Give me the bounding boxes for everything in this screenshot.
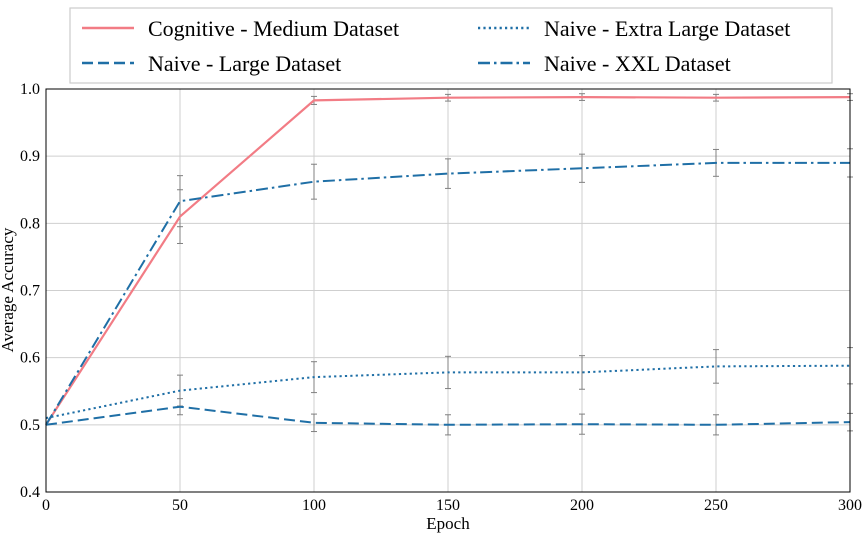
x-tick-label: 250	[704, 497, 728, 514]
y-axis-label: Average Accuracy	[0, 227, 17, 352]
legend-label: Naive - XXL Dataset	[544, 51, 731, 76]
error-bar	[579, 355, 585, 390]
y-tick-labels: 0.4 0.5 0.6 0.7 0.8 0.9 1.0	[20, 81, 40, 501]
x-tick-label: 150	[436, 497, 460, 514]
plot-frame	[45, 88, 851, 493]
x-tick-labels: 0 50 100 150 200 250 300	[42, 497, 862, 514]
legend-item: Cognitive - Medium Dataset	[82, 16, 399, 41]
error-bars	[177, 93, 853, 436]
x-tick-label: 100	[302, 497, 326, 514]
x-tick-label: 0	[42, 497, 50, 514]
legend-label: Naive - Large Dataset	[148, 51, 341, 76]
error-bar	[311, 413, 317, 433]
legend: Cognitive - Medium Dataset Naive - Large …	[69, 7, 833, 84]
y-tick-label: 0.7	[20, 283, 40, 300]
legend-label: Naive - Extra Large Dataset	[544, 16, 790, 41]
legend-item: Naive - Large Dataset	[82, 51, 341, 76]
series-line-cognitive-medium-dataset	[45, 95, 851, 426]
x-tick-label: 50	[172, 497, 188, 514]
y-tick-label: 0.4	[20, 484, 40, 501]
y-tick-label: 1.0	[20, 81, 40, 98]
x-axis-label: Epoch	[426, 514, 470, 533]
y-tick-label: 0.6	[20, 350, 40, 367]
series-line-naive-extra-large-dataset	[45, 364, 851, 420]
series-line-naive-xxl-dataset	[45, 161, 850, 426]
y-tick-label: 0.5	[20, 417, 40, 434]
legend-item: Naive - Extra Large Dataset	[478, 16, 790, 41]
series-line-naive-large-dataset	[45, 405, 851, 426]
legend-label: Cognitive - Medium Dataset	[148, 16, 399, 41]
series-lines	[45, 95, 851, 426]
x-tick-label: 200	[570, 497, 594, 514]
y-tick-label: 0.9	[20, 148, 40, 165]
error-bar	[311, 163, 317, 200]
y-tick-label: 0.8	[20, 215, 40, 232]
legend-box	[69, 7, 833, 84]
error-bar	[445, 158, 451, 189]
legend-item: Naive - XXL Dataset	[478, 51, 731, 76]
error-bar	[713, 349, 719, 384]
x-tick-label: 300	[838, 497, 862, 514]
